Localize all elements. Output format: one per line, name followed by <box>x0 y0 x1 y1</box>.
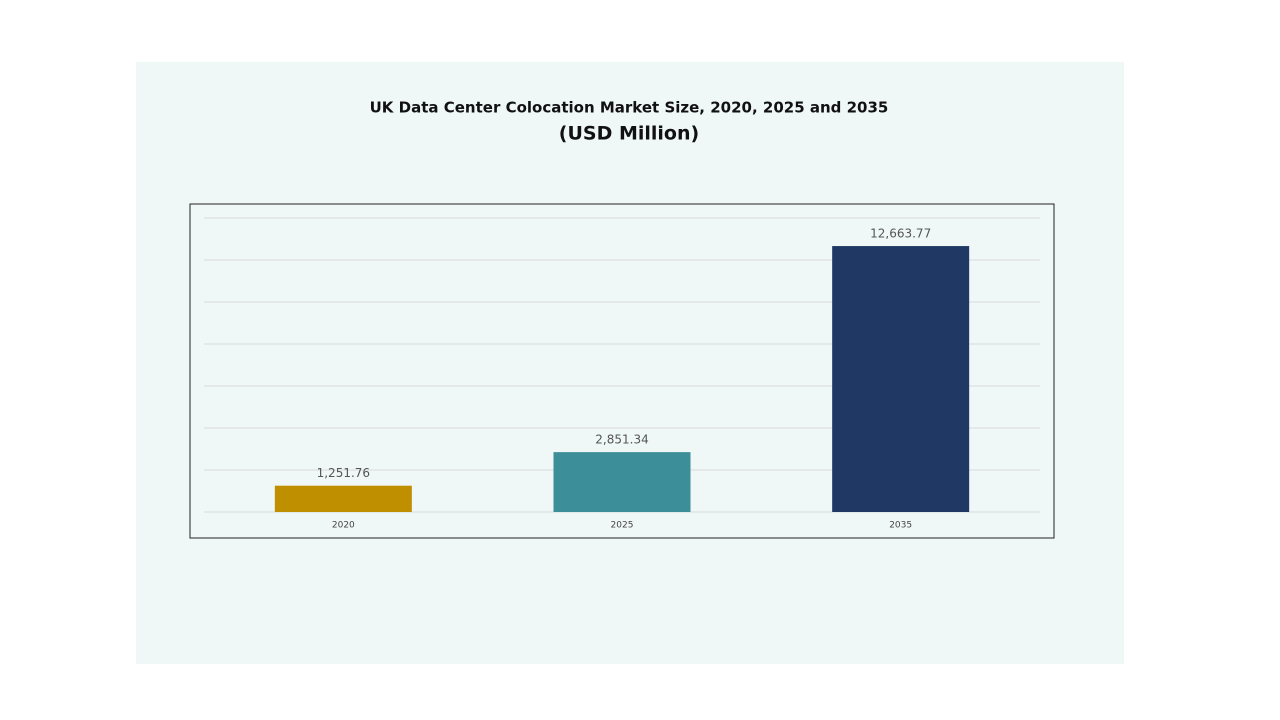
chart-title: UK Data Center Colocation Market Size, 2… <box>370 99 889 117</box>
data-label: 12,663.77 <box>870 227 931 241</box>
x-tick-label: 2020 <box>332 521 355 531</box>
bar <box>553 452 691 512</box>
x-tick-label: 2035 <box>889 521 912 531</box>
bar <box>274 485 412 512</box>
bar <box>832 246 970 512</box>
panel <box>136 62 1124 664</box>
plot-frame <box>189 203 1055 539</box>
data-label: 1,251.76 <box>317 466 370 480</box>
data-label: 2,851.34 <box>595 433 648 447</box>
chart-subtitle: (USD Million) <box>559 123 699 145</box>
x-tick-label: 2025 <box>611 521 634 531</box>
